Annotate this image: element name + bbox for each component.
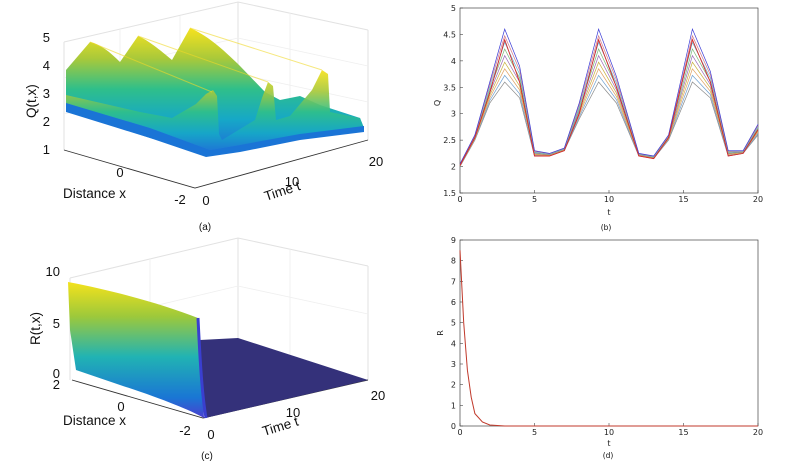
d-xtick-label: 5 [532,428,537,437]
panel-b: 0 5 10 15 20 1.5 2 2.5 3 3.5 4 4.5 5 t Q (b) [433,4,763,232]
panel-a-axes [63,139,369,189]
a-ztick-5: 5 [43,30,50,45]
r-wall-edge [196,317,208,419]
d-xtick-label: 10 [604,428,614,437]
d-ylabel: R [436,330,445,336]
a-ttick-20: 20 [369,154,383,169]
c-ztick-10: 10 [46,264,60,279]
b-xlabel: t [607,208,610,217]
b-caption: (b) [601,223,612,232]
c-caption: (c) [201,451,213,462]
b-curve-8 [459,34,759,165]
b-ytick-label: 3 [451,110,456,119]
b-ytick-label: 4 [451,57,456,66]
b-xtick-label: 10 [604,195,614,204]
q-surface-base [66,103,364,157]
b-ytick-label: 2 [451,163,456,172]
b-plot-frame [459,7,759,194]
a-ttick-10: 10 [285,174,299,189]
a-zlabel: Q(t,x) [24,84,39,118]
d-series-lines [459,250,758,427]
panel-c-box [69,237,369,380]
a-ztick-2: 2 [43,114,50,129]
d-plot-frame [459,239,759,427]
c-xtick-0: 0 [117,399,124,414]
d-ytick-label: 5 [451,319,456,328]
r-floor [200,338,368,418]
b-curve-4 [459,61,759,166]
panel-d: 0 5 10 15 20 0 1 2 3 4 5 6 7 8 9 t R (d) [436,236,763,460]
q-peak-ridges [89,27,323,93]
d-ytick-label: 1 [451,401,456,410]
b-curve-3 [459,68,759,167]
c-ztick-5: 5 [53,316,60,331]
a-ylabel: Time t [262,178,302,204]
d-xtick-label: 15 [678,428,688,437]
c-xtick-2: 2 [53,377,60,392]
b-curve-5 [459,54,759,166]
b-xtick-label: 0 [457,195,462,204]
b-ylabel: Q [433,100,442,106]
a-xtick-0: 0 [116,165,123,180]
b-ytick-label: 3.5 [443,83,456,92]
d-xlabel: t [607,439,610,448]
c-ztick-0: 0 [53,366,60,381]
a-ztick-3: 3 [43,86,50,101]
d-series-R [459,250,758,427]
c-xlabel: Distance x [63,413,126,428]
d-xtick-label: 20 [753,428,763,437]
c-ttick-20: 20 [371,388,385,403]
b-ytick-label: 1.5 [443,189,456,198]
b-ticks: 0 5 10 15 20 1.5 2 2.5 3 3.5 4 4.5 5 [443,4,763,204]
d-xtick-label: 0 [457,428,462,437]
panel-a-box [63,1,369,150]
d-ytick-label: 9 [451,236,456,245]
b-ytick-label: 5 [451,4,456,13]
b-series-lines [459,27,759,167]
a-xtick-neg2: -2 [174,192,186,207]
d-ticks: 0 5 10 15 20 0 1 2 3 4 5 6 7 8 9 [451,236,763,437]
panel-c: 10 5 0 R(t,x) 2 0 -2 Distance x 0 10 20 … [28,237,385,462]
b-xtick-label: 20 [753,195,763,204]
panel-a: 5 4 3 2 1 Q(t,x) 0 -2 Distance x 0 10 20… [24,1,383,233]
q-surface [66,27,364,157]
b-ytick-label: 4.5 [443,30,456,39]
b-curve-1 [459,81,759,167]
a-ztick-1: 1 [43,142,50,157]
b-xtick-label: 5 [532,195,537,204]
c-xtick-neg2: -2 [179,423,191,438]
c-ttick-0: 0 [207,427,214,442]
b-curve-2 [459,74,759,167]
b-curve-red [459,38,759,166]
c-ylabel: Time t [260,414,300,439]
d-ytick-label: 0 [451,422,456,431]
a-caption: (a) [199,222,211,233]
d-ytick-label: 6 [451,298,456,307]
d-ytick-label: 8 [451,257,456,266]
a-xlabel: Distance x [63,186,126,201]
b-curve-7 [459,41,759,165]
c-zlabel: R(t,x) [28,312,43,345]
d-caption: (d) [603,451,614,460]
d-ytick-label: 2 [451,381,456,390]
b-curve-9 [459,27,759,165]
c-ttick-10: 10 [286,405,300,420]
a-ttick-0: 0 [202,193,209,208]
b-ytick-label: 2.5 [443,136,456,145]
d-ytick-label: 4 [451,339,456,348]
r-wall [68,282,204,418]
d-ytick-label: 3 [451,360,456,369]
d-ytick-label: 7 [451,277,456,286]
a-ztick-4: 4 [43,58,50,73]
b-xtick-label: 15 [678,195,688,204]
